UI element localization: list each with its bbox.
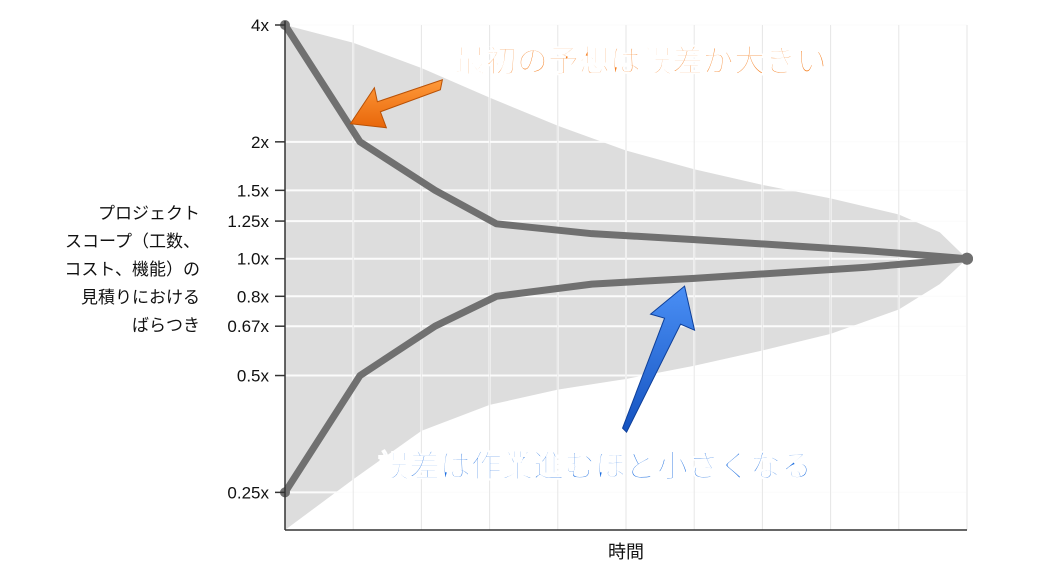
annotation-text-orange: 最初の予想は誤差が大きい: [455, 44, 827, 80]
series-end-point: [961, 252, 973, 265]
y-tick-label: 0.5x: [237, 367, 270, 386]
axes: [284, 21, 967, 531]
series-line-2: [281, 255, 971, 496]
series-line-1: [281, 21, 971, 263]
y-tick-label: 1.0x: [237, 250, 270, 269]
y-tick-label: 1.25x: [227, 212, 269, 231]
y-tick-label: 4x: [251, 16, 269, 35]
y-tick-label: 0.25x: [227, 483, 269, 502]
annotation-arrow-orange: [349, 79, 444, 129]
x-axis-label: 時間: [608, 542, 644, 563]
y-axis-label-line: プロジェクト: [98, 204, 200, 224]
annotation-text-blue: 誤差は作業進むほど小さくなる: [378, 449, 812, 485]
y-axis-label-line: コスト、機能）の: [64, 260, 200, 280]
vertical-grid: [285, 24, 968, 530]
y-axis-label-line: 見積りにおける: [81, 288, 200, 308]
y-axis-label-line: スコープ（工数、: [65, 232, 200, 252]
y-axis-label-line: ばらつき: [132, 316, 200, 336]
series-group: [280, 20, 973, 498]
y-ticks: 4x 2x 1.5x 1.25x 1.0x 0.8x 0.67x 0.5x 0.25x: [227, 16, 285, 502]
y-tick-label: 1.5x: [237, 181, 270, 200]
y-tick-label: 0.8x: [237, 287, 270, 306]
y-tick-label: 2x: [251, 133, 269, 152]
y-tick-label: 0.67x: [227, 317, 269, 336]
annotation-arrow-blue: [621, 285, 696, 434]
